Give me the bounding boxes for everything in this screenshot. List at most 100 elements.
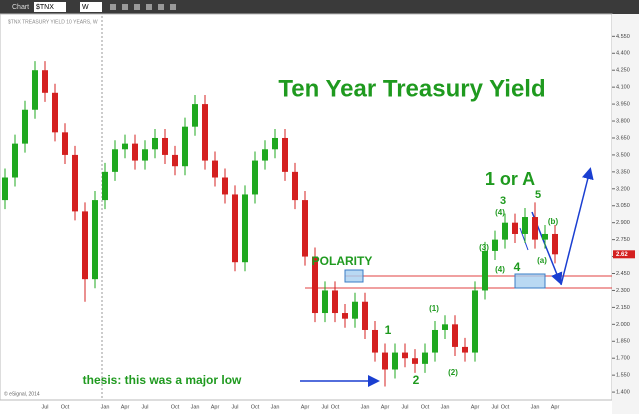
x-tick-label: Jul: [231, 404, 238, 410]
y-axis-strip: [612, 14, 639, 414]
candle-body: [342, 313, 348, 319]
candle-body: [182, 126, 188, 167]
interval[interactable]: W: [82, 4, 89, 11]
icon[interactable]: [146, 4, 152, 10]
candle-body: [272, 137, 278, 150]
annotation: (4): [495, 208, 505, 217]
candle-body: [32, 70, 38, 110]
candle-body: [162, 137, 168, 155]
y-tick-label: 1.400: [616, 390, 630, 396]
annotation: (1): [429, 304, 439, 313]
polarity-box: [344, 269, 364, 283]
y-tick-label: 1.700: [616, 356, 630, 362]
y-tick-label: 3.500: [616, 152, 630, 158]
target-box: [514, 273, 546, 289]
icon[interactable]: [110, 4, 116, 10]
projection-arrow: [560, 167, 594, 286]
y-tick-label: 2.000: [616, 322, 630, 328]
x-tick-label: Oct: [331, 404, 340, 410]
interval-box[interactable]: [80, 2, 102, 12]
annotation: 4: [514, 260, 521, 274]
x-tick-label: Jul: [41, 404, 48, 410]
candle-body: [112, 149, 118, 172]
candle-body: [402, 352, 408, 359]
x-tick-label: Apr: [301, 404, 310, 410]
x-tick-label: Jan: [271, 404, 280, 410]
toolbar-icons: [110, 4, 176, 10]
x-tick-label: Oct: [251, 404, 260, 410]
candle-body: [532, 217, 538, 240]
y-tick-label: 3.350: [616, 169, 630, 175]
x-tick-label: Apr: [381, 404, 390, 410]
candle-body: [372, 329, 378, 353]
candle-body: [2, 177, 8, 201]
x-tick-label: Jul: [401, 404, 408, 410]
candle-body: [282, 137, 288, 172]
symbol-box[interactable]: [34, 2, 66, 12]
candle-body: [72, 154, 78, 212]
y-tick-label: 2.150: [616, 305, 630, 311]
candle-body: [262, 149, 268, 161]
annotation: (2): [448, 368, 458, 377]
candle-body: [492, 239, 498, 251]
chart-title: Ten Year Treasury Yield: [278, 75, 545, 102]
candle-body: [442, 324, 448, 330]
candle-body: [12, 143, 18, 178]
toolbar: [0, 0, 639, 14]
window-label: Chart: [12, 4, 29, 11]
annotation: (a): [537, 256, 547, 265]
annotation: (4): [495, 265, 505, 274]
candle-body: [392, 352, 398, 370]
candle-body: [352, 301, 358, 319]
x-tick-label: Apr: [471, 404, 480, 410]
x-tick-label: Oct: [61, 404, 70, 410]
candle-body: [222, 177, 228, 195]
candle-body: [332, 290, 338, 314]
annotation: 1 or A: [485, 169, 535, 189]
candle-body: [212, 160, 218, 178]
y-tick-label: 3.050: [616, 203, 630, 209]
candle-body: [362, 301, 368, 330]
y-tick-label: 3.650: [616, 135, 630, 141]
candle-body: [92, 200, 98, 280]
y-tick-label: 2.900: [616, 220, 630, 226]
candle-body: [172, 154, 178, 167]
annotation: 1: [385, 323, 392, 337]
y-tick-label: 4.550: [616, 34, 630, 40]
x-tick-label: Jan: [101, 404, 110, 410]
icon[interactable]: [170, 4, 176, 10]
wave-arrow: [519, 227, 529, 251]
icon[interactable]: [122, 4, 128, 10]
symbol[interactable]: $TNX: [36, 4, 54, 11]
annotation: (b): [548, 217, 559, 226]
x-tick-label: Apr: [211, 404, 220, 410]
icon[interactable]: [134, 4, 140, 10]
y-tick-label: 3.800: [616, 118, 630, 124]
y-tick-label: 2.450: [616, 271, 630, 277]
x-tick-label: Apr: [551, 404, 560, 410]
candle-body: [232, 194, 238, 263]
x-tick-label: Oct: [501, 404, 510, 410]
annotation: 2: [413, 373, 420, 387]
candle-body: [412, 358, 418, 364]
x-tick-label: Jul: [141, 404, 148, 410]
y-tick-label: 4.250: [616, 68, 630, 74]
y-tick-label: 1.550: [616, 373, 630, 379]
candle-body: [432, 329, 438, 353]
candle-body: [382, 352, 388, 370]
x-tick-label: Jan: [191, 404, 200, 410]
icon[interactable]: [158, 4, 164, 10]
candle-body: [482, 250, 488, 291]
annotation: 3: [500, 195, 506, 207]
x-tick-label: Jul: [321, 404, 328, 410]
candle-body: [552, 233, 558, 255]
candle-body: [522, 217, 528, 234]
credit: © eSignal, 2014: [4, 390, 40, 397]
candle-body: [452, 324, 458, 347]
candle-body: [22, 109, 28, 144]
candle-body: [202, 104, 208, 161]
y-tick-label: 4.100: [616, 85, 630, 91]
candle-body: [312, 256, 318, 314]
